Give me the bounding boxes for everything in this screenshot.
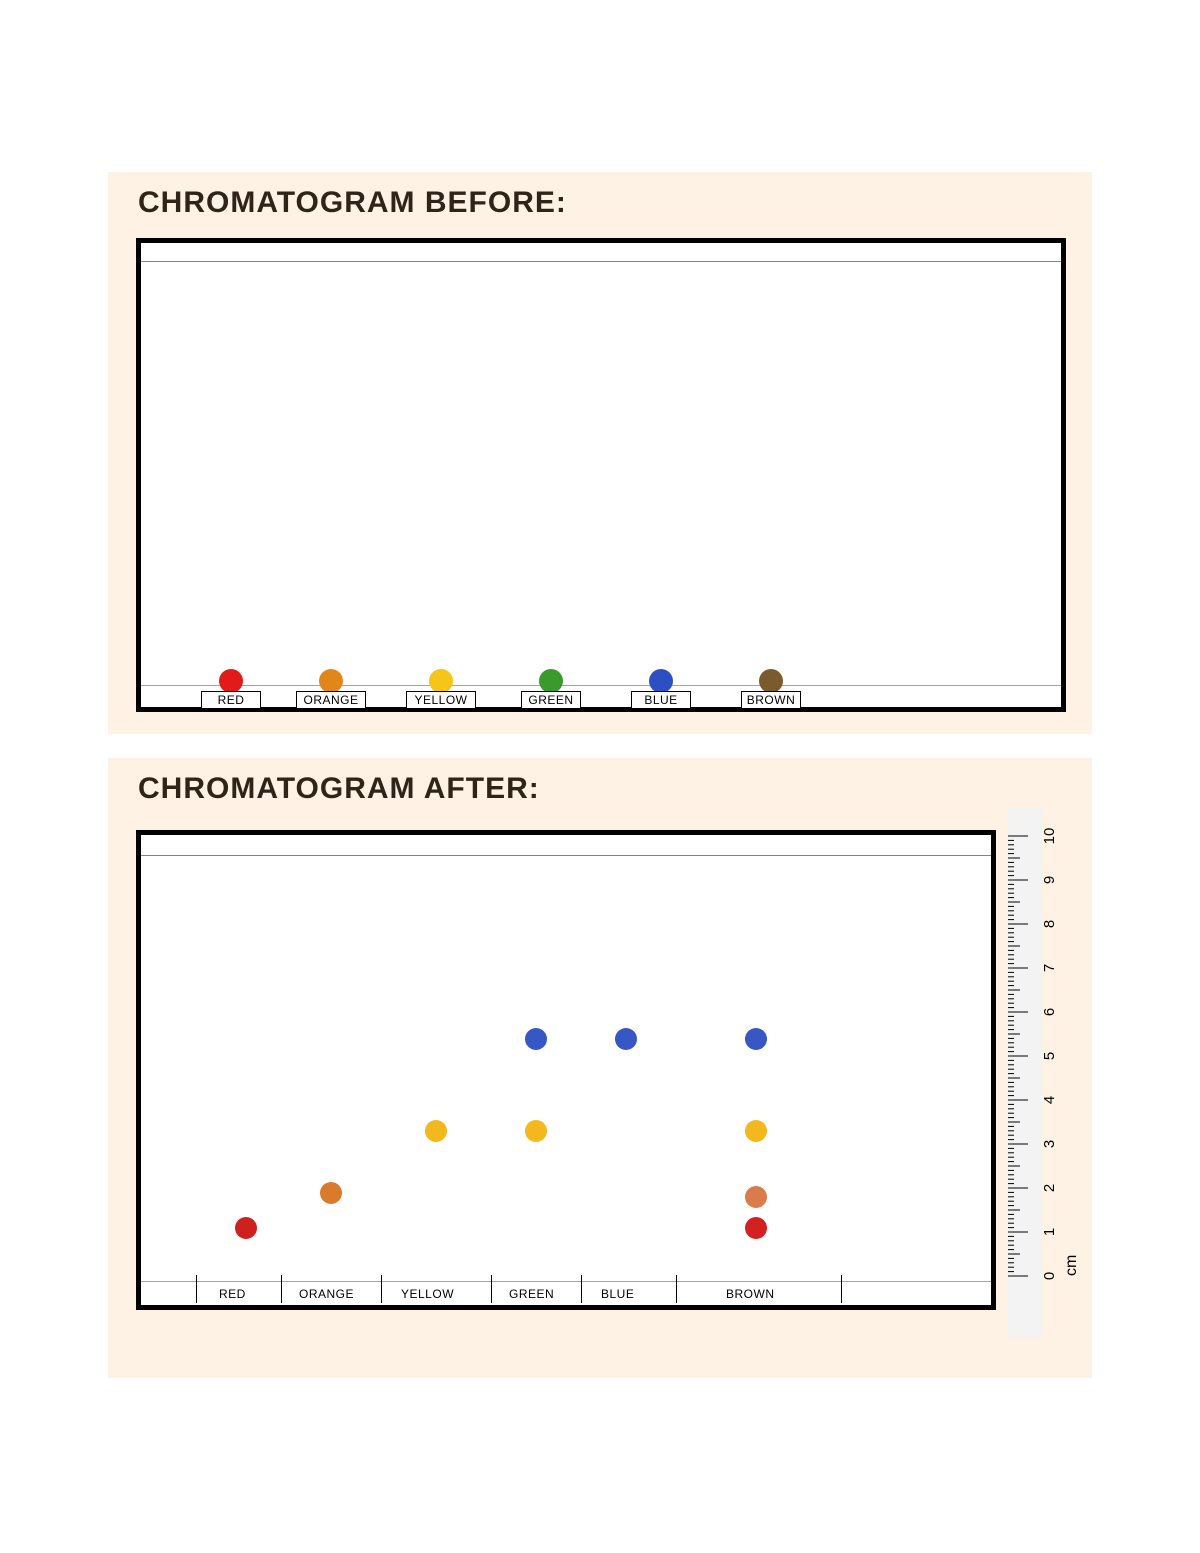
lane-label-yellow: YELLOW [406, 691, 476, 709]
lane-label-blue: BLUE [601, 1287, 634, 1301]
svg-text:1: 1 [1041, 1228, 1058, 1236]
spot [745, 1217, 767, 1239]
after-title: CHROMATOGRAM AFTER: [138, 772, 540, 806]
svg-text:5: 5 [1041, 1052, 1058, 1060]
spot-blue [649, 669, 673, 693]
lane-label-red: RED [201, 691, 261, 709]
spot [425, 1120, 447, 1142]
lane-label-green: GREEN [521, 691, 581, 709]
svg-text:10: 10 [1041, 828, 1058, 845]
spot-yellow [429, 669, 453, 693]
lane-label-blue: BLUE [631, 691, 691, 709]
svg-text:3: 3 [1041, 1140, 1058, 1148]
spot-green [539, 669, 563, 693]
spot-orange [319, 669, 343, 693]
label-separator [581, 1275, 582, 1303]
spot [235, 1217, 257, 1239]
spot [615, 1028, 637, 1050]
label-separator [676, 1275, 677, 1303]
label-separator [841, 1275, 842, 1303]
chromatogram-frame-before: RED ORANGE YELLOW GREEN BLUE BROWN [136, 238, 1066, 712]
spot [525, 1120, 547, 1142]
lane-label-red: RED [219, 1287, 246, 1301]
chromatogram-frame-after: RED ORANGE YELLOW GREEN BLUE BROWN [136, 830, 996, 1310]
svg-text:6: 6 [1041, 1008, 1058, 1016]
panel-before: CHROMATOGRAM BEFORE: RED ORANGE YELLOW GREE… [108, 172, 1092, 734]
spot [745, 1186, 767, 1208]
label-separator [196, 1275, 197, 1303]
lane-label-orange: ORANGE [296, 691, 366, 709]
ruler-unit-label: cm [1063, 1255, 1080, 1276]
label-separator [491, 1275, 492, 1303]
svg-text:2: 2 [1041, 1184, 1058, 1192]
svg-text:7: 7 [1041, 964, 1058, 972]
label-separator [281, 1275, 282, 1303]
solvent-front-line [141, 261, 1061, 262]
lane-label-brown: BROWN [741, 691, 801, 709]
spot [320, 1182, 342, 1204]
spot [745, 1120, 767, 1142]
baseline [141, 685, 1061, 686]
lane-label-brown: BROWN [726, 1287, 775, 1301]
lane-label-orange: ORANGE [299, 1287, 354, 1301]
baseline [141, 1281, 991, 1282]
svg-text:8: 8 [1041, 920, 1058, 928]
solvent-front-line [141, 855, 991, 856]
spot-brown [759, 669, 783, 693]
svg-text:0: 0 [1041, 1272, 1058, 1280]
spot [745, 1028, 767, 1050]
label-separator [381, 1275, 382, 1303]
lane-label-green: GREEN [509, 1287, 554, 1301]
svg-text:9: 9 [1041, 876, 1058, 884]
panel-after: CHROMATOGRAM AFTER: RED ORANGE YELLOW GREEN… [108, 758, 1092, 1378]
lane-label-yellow: YELLOW [401, 1287, 454, 1301]
ruler: 0 1 2 3 4 5 6 7 8 9 10 cm [1008, 808, 1083, 1338]
before-title: CHROMATOGRAM BEFORE: [138, 186, 567, 220]
svg-text:4: 4 [1041, 1096, 1058, 1104]
spot [525, 1028, 547, 1050]
spot-red [219, 669, 243, 693]
